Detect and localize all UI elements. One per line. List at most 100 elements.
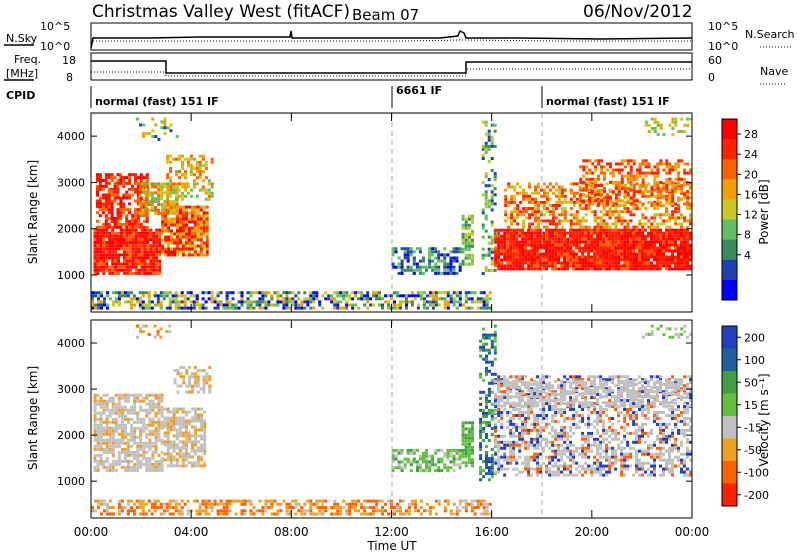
scatter-cell-0 <box>134 244 138 248</box>
scatter-cell-11 <box>563 194 567 198</box>
scatter-cell-6 <box>303 306 307 310</box>
scatter-cell-6 <box>141 294 145 298</box>
scatter-cell-0 <box>133 450 137 454</box>
scatter-cell-4 <box>369 506 373 509</box>
scatter-cell-0 <box>117 444 121 448</box>
scatter-cell-6 <box>434 297 438 301</box>
scatter-cell-10 <box>503 252 507 256</box>
scatter-cell-4 <box>348 509 352 513</box>
scatter-cell-4 <box>309 502 313 506</box>
scatter-cell-11 <box>522 213 526 217</box>
scatter-cell-6 <box>213 306 217 310</box>
scatter-cell-6 <box>138 303 142 307</box>
scatter-cell-10 <box>686 234 689 238</box>
scatter-cell-11 <box>674 222 678 226</box>
scatter-cell-1 <box>128 211 132 215</box>
scatter-cell-6 <box>458 291 462 295</box>
scatter-cell-1 <box>203 446 207 450</box>
scatter-cell-12 <box>606 168 609 172</box>
scatter-cell-6 <box>479 306 483 310</box>
scatter-cell-10 <box>686 252 689 256</box>
scatter-cell-4 <box>111 512 115 516</box>
scatter-cell-10 <box>557 252 561 256</box>
scatter-cell-10 <box>647 246 650 250</box>
scatter-cell-4 <box>169 191 173 195</box>
scatter-cell-0 <box>99 228 103 232</box>
scatter-cell-5 <box>409 469 413 473</box>
scatter-cell-4 <box>172 188 176 192</box>
scatter-cell-2 <box>193 238 197 242</box>
scatter-cell-12 <box>656 165 660 169</box>
scatter-cell-5 <box>425 454 428 458</box>
scatter-cell-4 <box>482 506 486 509</box>
scatter-cell-2 <box>205 235 209 239</box>
scatter-cell-0 <box>93 432 97 436</box>
scatter-cell-0 <box>158 238 162 241</box>
scatter-cell-1 <box>96 187 99 191</box>
nave-tick-bottom: 0 <box>708 71 715 84</box>
scatter-cell-4 <box>103 509 106 513</box>
scatter-cell-11 <box>599 194 603 198</box>
scatter-cell-10 <box>611 255 615 259</box>
scatter-cell-0 <box>146 268 150 272</box>
scatter-cell-4 <box>126 512 130 516</box>
scatter-cell-11 <box>653 216 657 220</box>
scatter-cell-2 <box>170 217 173 221</box>
scatter-cell-0 <box>99 438 103 442</box>
scatter-cell-7 <box>458 268 462 272</box>
scatter-cell-5 <box>163 126 167 130</box>
scatter-cell-12 <box>644 184 648 187</box>
scatter-cell-1 <box>184 437 188 441</box>
scatter-cell-4 <box>168 506 172 509</box>
scatter-cell-6 <box>464 427 468 431</box>
scatter-cell-0 <box>139 426 143 430</box>
scatter-cell-12 <box>629 171 633 175</box>
scatter-cell-12 <box>689 168 692 172</box>
scatter-cell-10 <box>509 264 513 268</box>
scatter-cell-11 <box>516 213 520 217</box>
scatter-cell-2 <box>187 253 191 257</box>
scatter-cell-11 <box>575 210 579 214</box>
scatter-cell-4 <box>168 512 172 516</box>
scatter-cell-6 <box>201 297 205 301</box>
scatter-cell-11 <box>629 200 633 204</box>
scatter-cell-11 <box>641 216 645 220</box>
scatter-cell-11 <box>519 210 523 214</box>
scatter-cell-6 <box>201 303 205 307</box>
scatter-cell-7 <box>452 271 456 275</box>
scatter-cell-4 <box>369 512 373 516</box>
scatter-cell-4 <box>198 154 202 158</box>
scatter-cell-0 <box>139 399 143 403</box>
scatter-cell-11 <box>620 216 624 220</box>
scatter-cell-7 <box>493 330 497 334</box>
scatter-cell-10 <box>512 231 516 235</box>
scatter-cell-11 <box>599 182 603 186</box>
scatter-cell-6 <box>422 303 426 307</box>
scatter-cell-9 <box>487 135 491 139</box>
scatter-cell-1 <box>191 416 194 420</box>
scatter-cell-11 <box>542 204 546 207</box>
scatter-cell-1 <box>166 407 170 411</box>
colorbar-tick-label: 16 <box>744 188 758 201</box>
scatter-cell-11 <box>507 200 511 204</box>
scatter-cell-10 <box>569 240 573 244</box>
scatter-cell-1 <box>113 217 117 220</box>
scatter-cell-4 <box>234 512 238 516</box>
scatter-cell-10 <box>581 252 585 256</box>
scatter-cell-6 <box>431 291 435 295</box>
scatter-cell-4 <box>186 509 190 513</box>
scatter-cell-6 <box>351 306 355 310</box>
scatter-cell-0 <box>158 231 162 235</box>
scatter-cell-11 <box>626 222 630 226</box>
scatter-cell-0 <box>136 420 140 424</box>
scatter-cell-1 <box>122 208 126 212</box>
scatter-cell-1 <box>172 425 176 429</box>
scatter-cell-10 <box>680 234 683 238</box>
scatter-cell-10 <box>623 261 627 265</box>
scatter-cell-11 <box>674 207 678 211</box>
scatter-cell-9 <box>490 123 494 127</box>
scatter-cell-4 <box>207 197 211 201</box>
scatter-cell-0 <box>145 402 149 406</box>
scatter-cell-3 <box>160 191 164 195</box>
scatter-cell-9 <box>484 147 488 151</box>
